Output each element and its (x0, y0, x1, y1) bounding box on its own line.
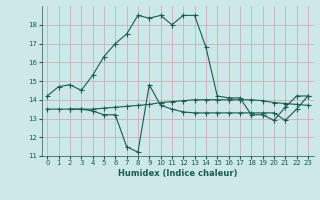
X-axis label: Humidex (Indice chaleur): Humidex (Indice chaleur) (118, 169, 237, 178)
